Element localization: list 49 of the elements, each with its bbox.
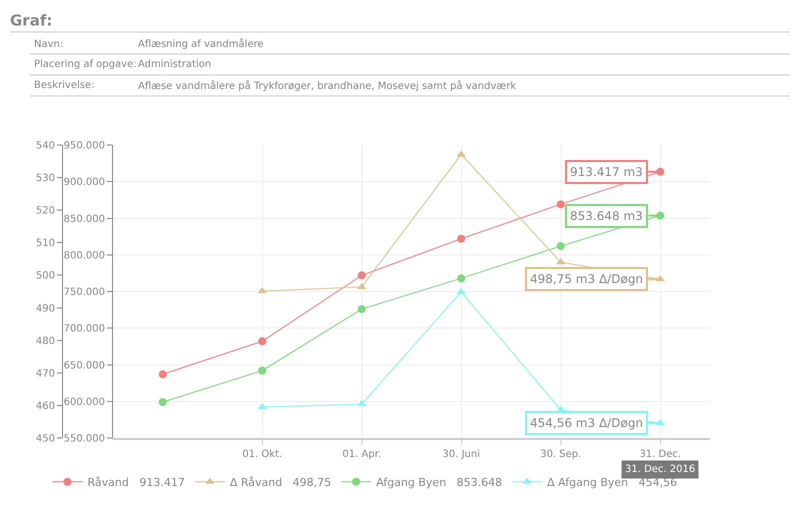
text: Administration — [138, 59, 212, 70]
y-tick-label: 600.000 — [64, 396, 105, 408]
text: 31. Dec. 2016 — [625, 464, 696, 475]
y2-tick-label: 540 — [36, 140, 55, 152]
y2-tick-label: 450 — [36, 434, 55, 444]
point — [358, 271, 366, 280]
x-tick-label: 31. Dec. — [639, 449, 682, 460]
legend-label: Δ Råvand 498,75 — [230, 476, 332, 490]
data-label: 853.648 m3 — [570, 209, 643, 223]
data-label: 913.417 m3 — [570, 165, 643, 179]
y2-tick-label: 490 — [36, 303, 55, 314]
y2-tick-label: 480 — [36, 336, 55, 347]
y2-tick-label: 460 — [36, 400, 55, 412]
y2-tick-label: 530 — [36, 173, 55, 184]
chart-title: Graf: — [10, 11, 52, 30]
y2-tick-label: 500 — [36, 270, 55, 282]
point — [158, 398, 167, 406]
legend-label: Råvand 913.417 — [88, 476, 185, 490]
point — [258, 337, 266, 346]
point — [457, 234, 466, 243]
y2-tick-label: 470 — [36, 368, 55, 380]
y-tick-label: 700.000 — [64, 324, 105, 335]
point — [358, 305, 366, 314]
data-label: 454,56 m3 Δ/Døgn — [530, 416, 643, 430]
y-tick-label: 650.000 — [64, 360, 105, 372]
y-tick-label: 900.000 — [64, 177, 105, 188]
point — [258, 366, 266, 375]
point — [158, 370, 167, 378]
text: Aflæsning af vandmålere — [138, 38, 264, 50]
point — [556, 242, 565, 250]
legend-label: Afgang Byen 853.648 — [376, 476, 502, 490]
y-tick-label: 850.000 — [64, 214, 105, 225]
x-tick-label: 30. Sep. — [540, 449, 582, 460]
data-label: 498,75 m3 Δ/Døgn — [530, 272, 643, 286]
text: Navn: — [34, 39, 64, 50]
x-tick-label: 01. Okt. — [242, 449, 282, 460]
x-tick-label: 30. Juni — [442, 449, 480, 460]
y-tick-label: 950.000 — [64, 140, 105, 152]
x-tick-label: 01. Apr. — [342, 449, 382, 460]
text: Beskrivelse: — [34, 80, 94, 91]
point — [556, 200, 565, 208]
y2-tick-label: 520 — [36, 206, 55, 217]
y2-tick-label: 510 — [36, 238, 55, 250]
text: Placering af opgave: — [34, 59, 137, 70]
y-tick-label: 800.000 — [64, 250, 105, 262]
y-tick-label: 550.000 — [64, 434, 105, 444]
point — [457, 274, 466, 282]
text: Aflæse vandmålere på Trykforøger, brandhane, Mosevej samt på vandværk — [138, 80, 516, 92]
y-tick-label: 750.000 — [64, 287, 105, 298]
